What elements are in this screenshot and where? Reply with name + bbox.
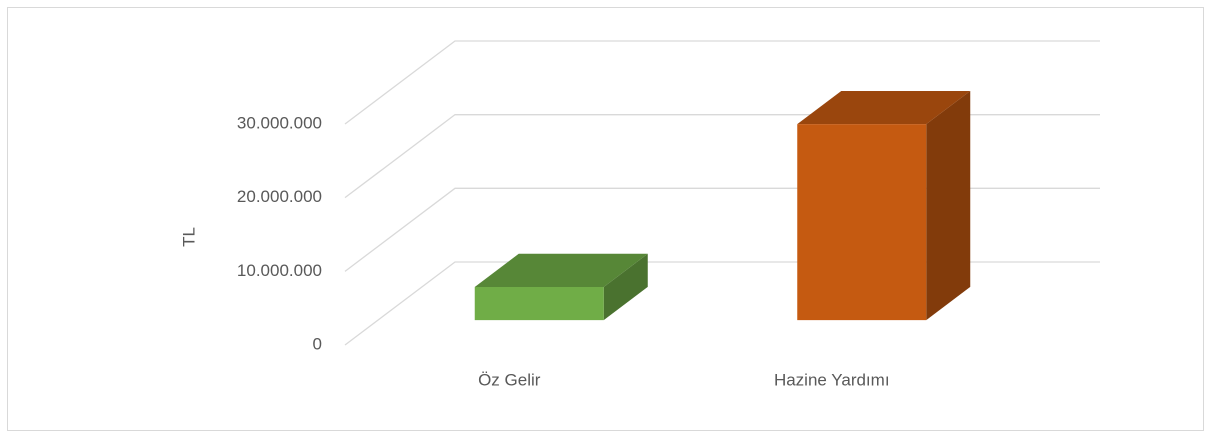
bar-top (797, 90, 971, 125)
y-tick-label: 20.000.000 (237, 187, 322, 206)
bar-top (474, 253, 648, 287)
y-axis-label: TL (179, 227, 198, 247)
y-tick-label: 10.000.000 (237, 261, 322, 280)
y-tick-label: 0 (313, 334, 322, 353)
bar-side (603, 253, 648, 321)
grid-line (344, 40, 1100, 125)
x-tick-label: Öz Gelir (478, 370, 541, 389)
bar (474, 286, 604, 321)
y-tick-label: 30.000.000 (237, 113, 322, 132)
chart-border (7, 7, 1204, 431)
bar-side (926, 90, 971, 321)
bar (797, 124, 927, 321)
x-tick-label: Hazine Yardımı (774, 370, 890, 389)
